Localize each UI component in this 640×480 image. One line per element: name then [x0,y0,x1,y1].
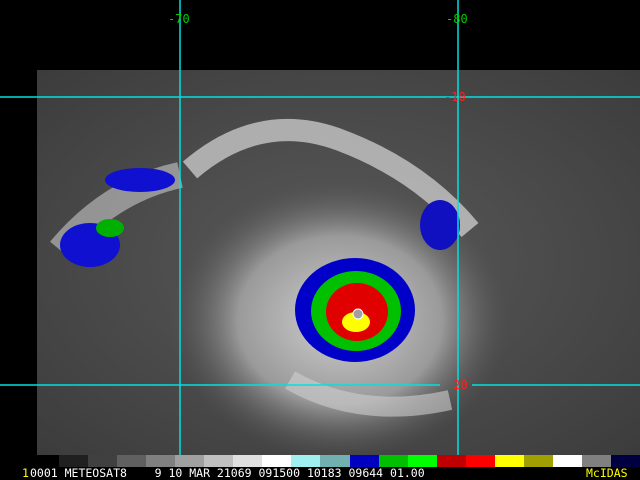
colorbar-swatch [30,455,60,467]
color-enhancement-bar [30,455,640,467]
colorbar-swatch [117,455,147,467]
colorbar-swatch [610,455,640,467]
cold-cloud [420,200,460,250]
colorbar-swatch [262,455,292,467]
colorbar-swatch [465,455,495,467]
eyewall-yellow [342,312,370,332]
colorbar-swatch [436,455,466,467]
caption-text: 0001 METEOSAT8 9 10 MAR 21069 091500 101… [30,466,425,480]
colorbar-swatch [494,455,524,467]
colorbar-swatch [291,455,321,467]
colorbar-swatch [175,455,205,467]
colorbar-swatch [552,455,582,467]
colorbar-swatch [378,455,408,467]
colorbar-swatch [59,455,89,467]
cloud-band [285,371,453,417]
image-caption-bar: 1 0001 METEOSAT8 9 10 MAR 21069 091500 10… [0,467,640,480]
cold-cloud [96,219,124,237]
colorbar-swatch [233,455,263,467]
cloud-band [182,119,479,238]
colorbar-swatch [204,455,234,467]
mcidas-brand: McIDAS [586,466,628,480]
cyclone-eye [352,308,364,320]
colorbar-swatch [523,455,553,467]
colorbar-swatch [407,455,437,467]
colorbar-swatch [581,455,611,467]
longitude-label: -80 [446,12,468,26]
cold-cloud [105,168,175,192]
satellite-imagery [0,0,640,460]
latitude-label: -10 [444,90,466,104]
colorbar-swatch [146,455,176,467]
colorbar-swatch [88,455,118,467]
longitude-label: -70 [168,12,190,26]
latitude-label: -20 [446,378,468,392]
colorbar-swatch [349,455,379,467]
frame-number: 1 [22,466,29,480]
colorbar-swatch [320,455,350,467]
